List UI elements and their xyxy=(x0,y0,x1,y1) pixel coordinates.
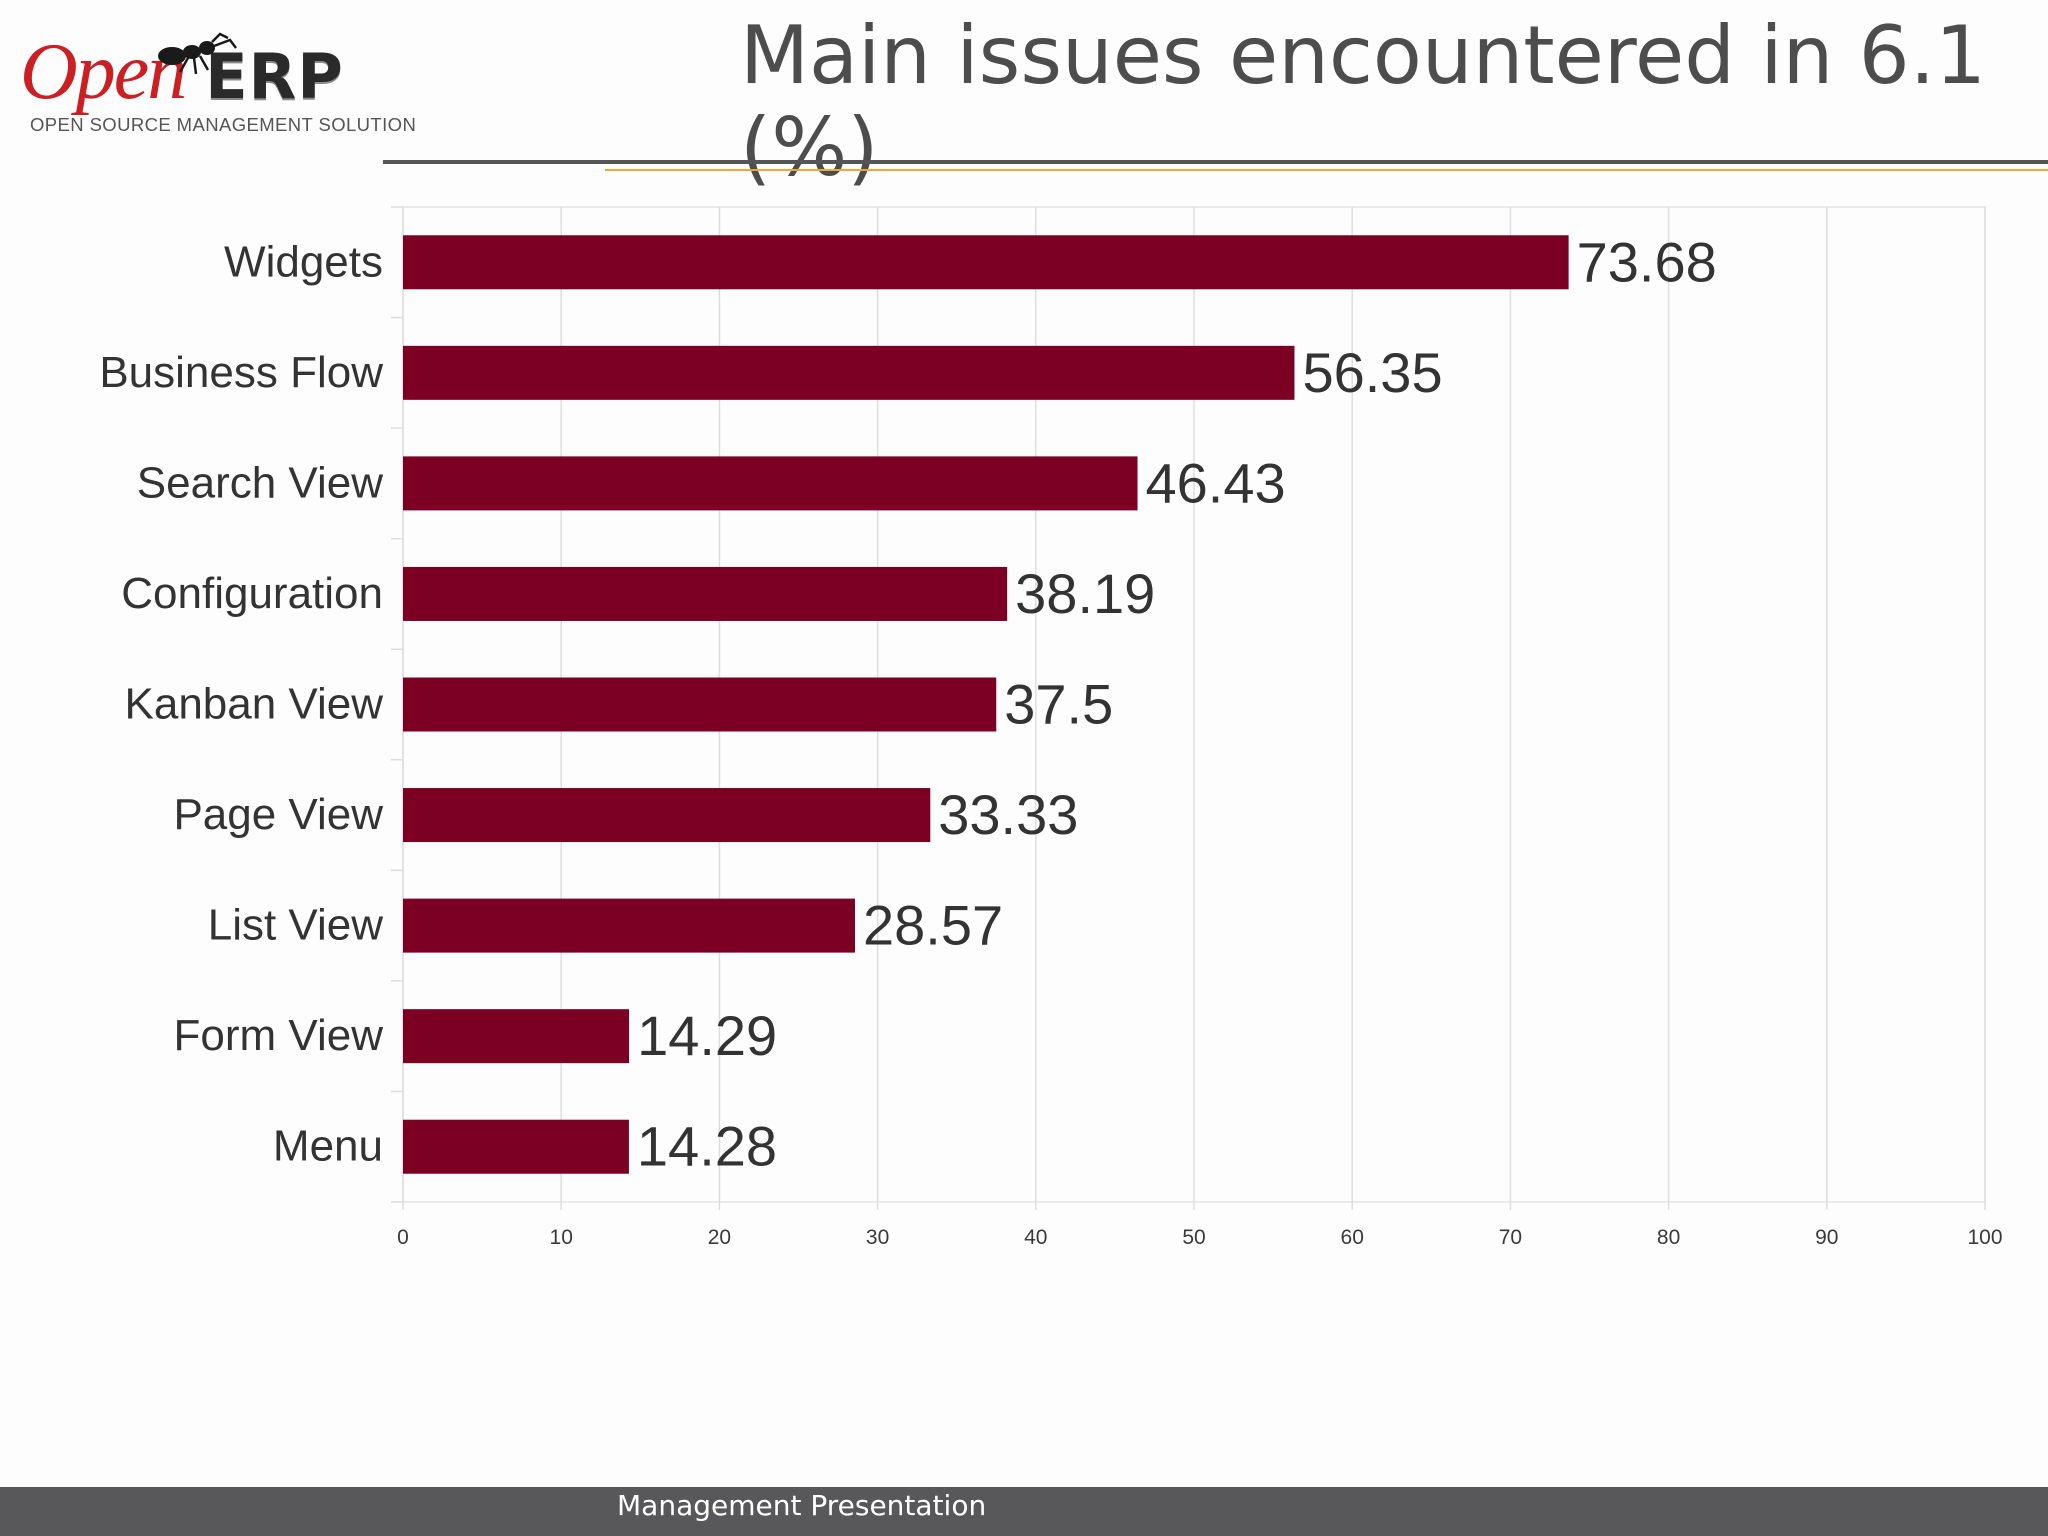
category-label: Menu xyxy=(273,1122,383,1171)
value-label: 14.28 xyxy=(637,1115,777,1178)
value-label: 56.35 xyxy=(1302,341,1442,404)
footer-text: Management Presentation xyxy=(617,1489,987,1522)
x-tick-label: 20 xyxy=(708,1226,731,1249)
x-tick-label: 100 xyxy=(1967,1226,2002,1249)
value-label: 33.33 xyxy=(938,783,1078,846)
title-divider xyxy=(383,160,2048,164)
logo-open-text: Open xyxy=(20,28,187,116)
bar xyxy=(403,677,997,732)
value-label: 46.43 xyxy=(1146,451,1286,514)
category-label: Kanban View xyxy=(125,680,384,729)
title-accent-line xyxy=(605,169,2048,171)
value-label: 14.29 xyxy=(637,1004,777,1067)
category-label: Business Flow xyxy=(99,348,383,397)
category-label: Search View xyxy=(137,458,383,507)
x-tick-label: 30 xyxy=(866,1226,889,1249)
bar xyxy=(403,566,1008,621)
x-tick-label: 40 xyxy=(1024,1226,1047,1249)
x-tick-label: 50 xyxy=(1182,1226,1205,1249)
logo-wordmark: Open ERP xyxy=(20,32,344,112)
category-label: Widgets xyxy=(224,237,383,286)
category-label: List View xyxy=(208,901,383,950)
value-label: 37.5 xyxy=(1004,673,1113,736)
x-tick-label: 80 xyxy=(1657,1226,1680,1249)
bar xyxy=(403,1119,629,1174)
bar xyxy=(403,1009,630,1064)
bar xyxy=(403,788,931,843)
chart-labels: 0 10 20 30 40 50 60 70 80 90 100 Widgets 73.68 Busine… xyxy=(99,230,2002,1249)
value-label: 73.68 xyxy=(1577,230,1717,293)
logo-erp-text: ERP xyxy=(205,40,344,113)
x-tick-label: 0 xyxy=(397,1226,409,1249)
x-tick-label: 60 xyxy=(1341,1226,1364,1249)
x-tick-label: 70 xyxy=(1499,1226,1522,1249)
footer-bar xyxy=(0,1487,2048,1536)
ant-icon xyxy=(158,32,237,75)
logo-tagline: OPEN SOURCE MANAGEMENT SOLUTION xyxy=(30,114,417,135)
bar-chart: 0 10 20 30 40 50 60 70 80 90 100 Widgets 73.68 Busine… xyxy=(99,206,2003,1249)
bar xyxy=(403,345,1295,400)
slide-title: Main issues encountered in 6.1 (%) xyxy=(740,9,1987,194)
value-label: 38.19 xyxy=(1015,562,1155,625)
category-label: Page View xyxy=(173,790,383,839)
chart-bars xyxy=(403,235,1569,1174)
value-label: 28.57 xyxy=(863,894,1003,957)
category-label: Form View xyxy=(174,1011,384,1060)
bar xyxy=(403,456,1138,511)
bar xyxy=(403,235,1569,290)
x-tick-label: 90 xyxy=(1815,1226,1838,1249)
bar xyxy=(403,898,855,953)
x-tick-label: 10 xyxy=(550,1226,573,1249)
openerp-logo: Open ERP OPEN SOURCE MANAGEMENT SOLUTION xyxy=(20,32,416,142)
category-label: Configuration xyxy=(121,569,383,618)
